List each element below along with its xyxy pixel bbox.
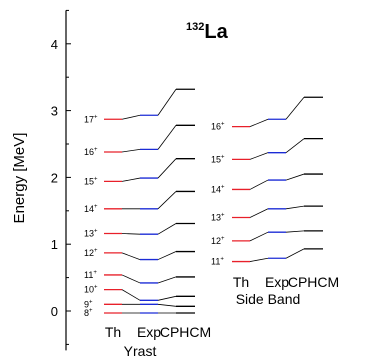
spin-label: 15+ xyxy=(84,176,98,186)
column-label-th: Th xyxy=(233,274,249,290)
y-tick-label: 0 xyxy=(51,304,58,319)
level-connector xyxy=(249,257,269,262)
level-connector xyxy=(285,173,305,181)
spin-label: 9+ xyxy=(84,299,93,309)
level-connector xyxy=(285,96,305,120)
spin-label: 10+ xyxy=(84,285,98,295)
column-label-cphcm: CPHCM xyxy=(288,274,339,290)
level-connector xyxy=(157,295,177,301)
spin-label: 14+ xyxy=(211,184,225,194)
level-connector xyxy=(157,251,177,260)
column-label-exp: Exp xyxy=(137,324,161,340)
title-mass-number: 132 xyxy=(186,21,204,33)
level-connector xyxy=(249,208,269,218)
y-tick-label: 2 xyxy=(51,170,58,185)
y-tick-label: 3 xyxy=(51,104,58,119)
level-connector xyxy=(121,148,141,153)
level-connector xyxy=(121,274,141,284)
level-lines xyxy=(104,88,323,314)
spin-label: 16+ xyxy=(211,122,225,132)
band-name: Side Band xyxy=(236,291,301,307)
level-connector xyxy=(285,138,305,153)
level-connector xyxy=(249,231,269,242)
level-connector xyxy=(157,191,177,210)
spin-label: 14+ xyxy=(84,204,98,214)
chart-title: 132La xyxy=(186,21,229,43)
level-connector xyxy=(157,158,177,179)
level-connector xyxy=(157,88,177,116)
y-tick-label: 4 xyxy=(51,37,58,52)
level-connector xyxy=(157,223,177,235)
level-connector xyxy=(157,125,177,150)
level-connector xyxy=(157,276,177,284)
level-connector xyxy=(249,179,269,190)
column-label-cphcm: CPHCM xyxy=(160,324,211,340)
spin-label: 13+ xyxy=(211,212,225,222)
y-tick-label: 1 xyxy=(51,237,58,252)
level-connector xyxy=(285,230,305,233)
level-connector xyxy=(285,248,305,259)
y-axis: 0 1 2 3 4 xyxy=(51,9,71,351)
band-name: Yrast xyxy=(124,343,157,359)
spin-label: 12+ xyxy=(84,248,98,258)
y-axis-label: Energy [MeV] xyxy=(11,133,28,224)
spin-label: 11+ xyxy=(84,270,97,280)
spin-label: 8+ xyxy=(84,308,93,318)
spin-label: 15+ xyxy=(211,154,225,164)
level-labels: 8+9+10+11+12+13+14+15+16+17+Th ExpCPHCMYr… xyxy=(84,114,339,359)
level-connector xyxy=(285,205,305,210)
level-connector xyxy=(121,289,141,301)
level-connector xyxy=(249,152,269,160)
column-label-th: Th xyxy=(105,324,121,340)
column-label-exp: Exp xyxy=(265,274,289,290)
level-connector xyxy=(121,114,141,120)
spin-label: 17+ xyxy=(84,114,98,124)
spin-label: 11+ xyxy=(211,257,224,267)
level-connector xyxy=(121,177,141,182)
level-connector xyxy=(249,118,269,128)
level-connector xyxy=(121,233,141,235)
spin-label: 16+ xyxy=(84,147,98,157)
level-connector xyxy=(157,303,177,307)
spin-label: 13+ xyxy=(84,229,98,239)
spin-label: 12+ xyxy=(211,236,225,246)
title-element: La xyxy=(204,21,228,43)
level-connector xyxy=(121,252,141,260)
